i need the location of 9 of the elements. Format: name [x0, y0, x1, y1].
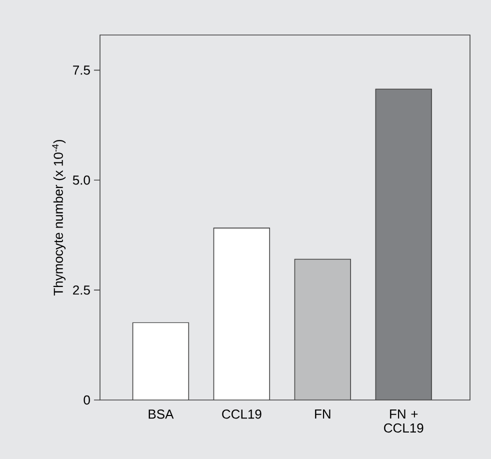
x-tick-label: FN + CCL19 — [384, 410, 424, 433]
x-tick-label: CCL19 — [222, 410, 262, 419]
y-tick-label: 5.0 — [72, 176, 90, 185]
y-tick-label: 2.5 — [73, 285, 90, 295]
y-tick-label: 0 — [84, 395, 90, 405]
x-tick-label: FN — [315, 410, 330, 418]
y-axis-title: Thymocyte number (x 10$^{-4}$) — [52, 140, 66, 296]
y-tick-label: 7.5 — [73, 66, 90, 75]
x-tick-label: BSA — [148, 410, 174, 419]
